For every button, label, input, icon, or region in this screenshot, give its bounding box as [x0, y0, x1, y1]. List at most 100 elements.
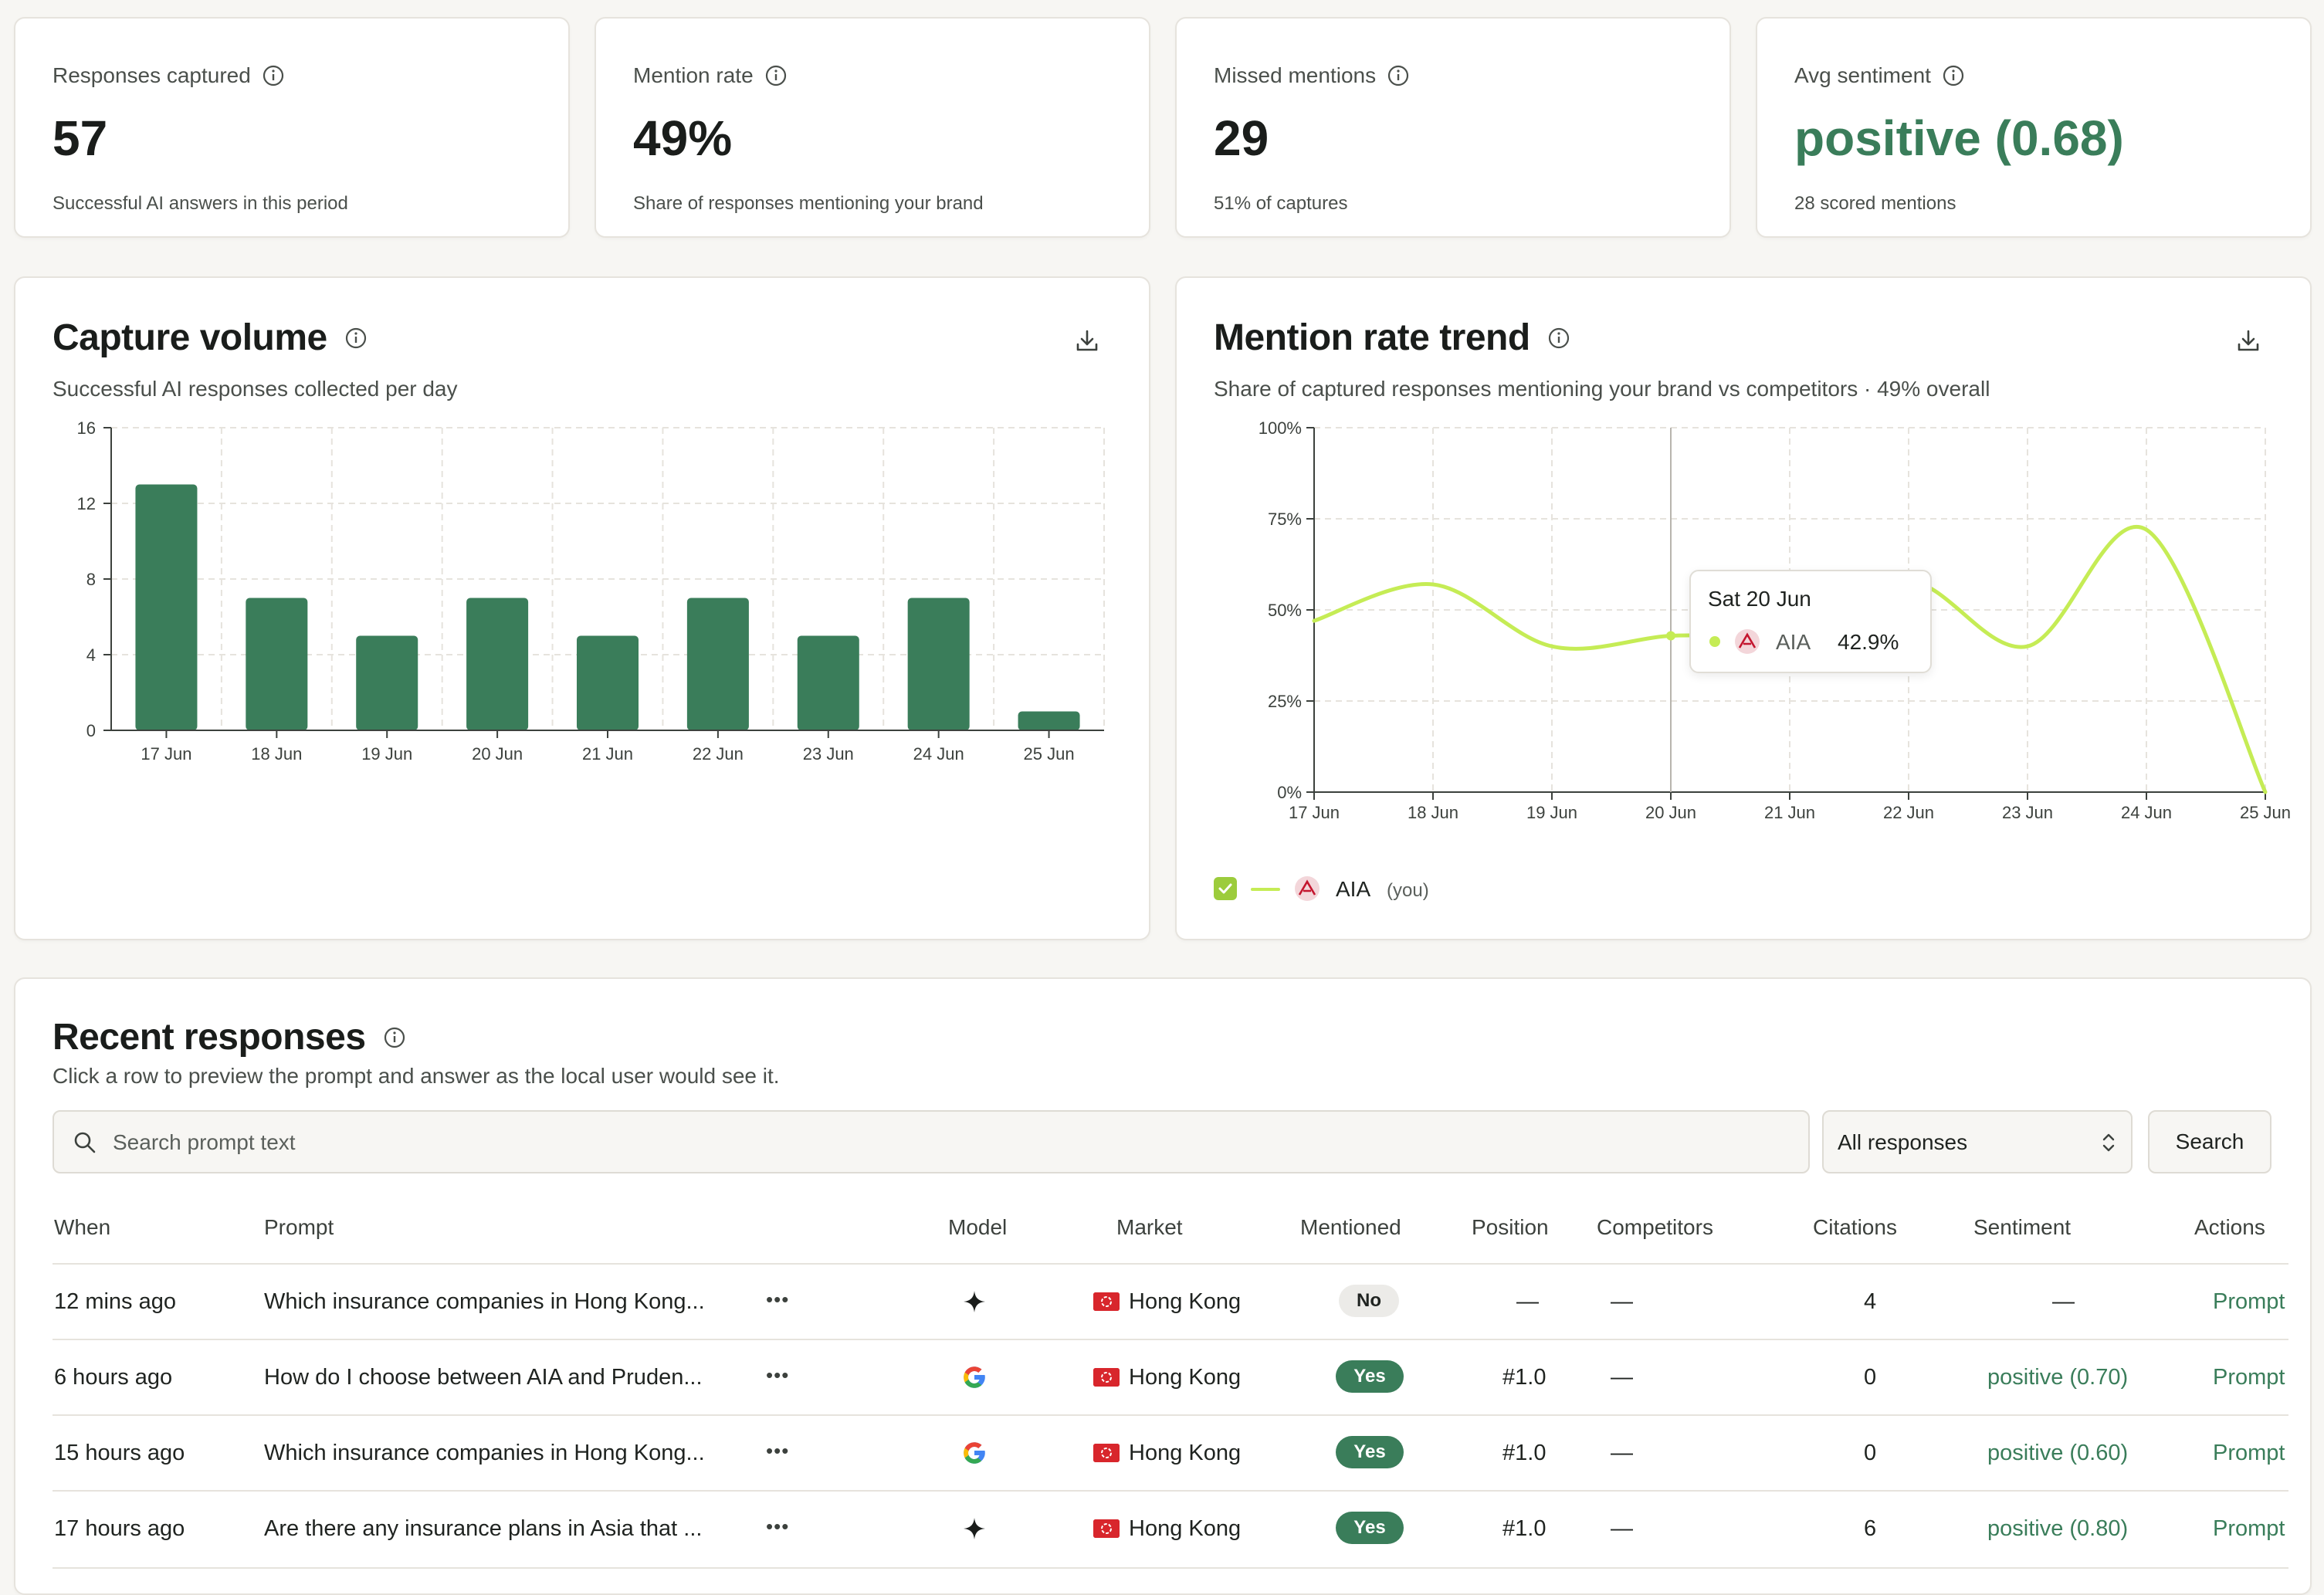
info-icon[interactable] [262, 64, 285, 87]
download-icon[interactable] [2234, 327, 2262, 355]
chevron-updown-icon [2102, 1133, 2115, 1152]
download-icon[interactable] [1073, 327, 1101, 355]
response-filter-select[interactable]: All responses [1822, 1110, 2133, 1173]
prompt-link[interactable]: Prompt [2213, 1289, 2285, 1314]
hong-kong-flag-icon [1093, 1292, 1120, 1311]
legend-tag: (you) [1387, 880, 1429, 901]
select-value: All responses [1838, 1130, 1968, 1154]
column-header-position[interactable]: Position [1472, 1215, 1549, 1239]
legend-line-icon [1251, 888, 1280, 891]
chart-tooltip: Sat 20 Jun AIA 42.9% [1689, 570, 1932, 673]
cell-position: #1.0 [1502, 1441, 1547, 1465]
column-header-market[interactable]: Market [1116, 1215, 1183, 1239]
bar [907, 598, 970, 730]
search-button[interactable]: Search [2148, 1110, 2271, 1173]
x-tick-label: 19 Jun [361, 744, 412, 764]
tooltip-value: 42.9% [1838, 630, 1899, 654]
cell-when: 15 hours ago [54, 1441, 185, 1465]
x-tick-label: 23 Jun [803, 744, 854, 764]
stat-value: 49% [633, 110, 733, 166]
card-subtitle: Click a row to preview the prompt and an… [53, 1064, 780, 1088]
prompt-link[interactable]: Prompt [2213, 1516, 2285, 1541]
chart-legend: AIA (you) [1214, 874, 1677, 905]
x-tick-label: 20 Jun [1645, 803, 1696, 822]
column-header-competitors[interactable]: Competitors [1597, 1215, 1713, 1239]
cell-sentiment: positive (0.60) [1987, 1441, 2129, 1465]
stat-card-sentiment: Avg sentiment positive (0.68) 28 scored … [1756, 17, 2312, 238]
cell-market: Hong Kong [1129, 1516, 1242, 1541]
info-icon[interactable] [1942, 64, 1965, 87]
mention-trend-card: Mention rate trend Share of captured res… [1175, 276, 2312, 940]
mentioned-badge: No [1339, 1285, 1399, 1317]
column-header-citations[interactable]: Citations [1813, 1215, 1897, 1239]
x-tick-label: 23 Jun [2002, 803, 2053, 822]
search-icon [74, 1132, 96, 1153]
x-tick-label: 24 Jun [2121, 803, 2172, 822]
stat-value: 29 [1214, 110, 1269, 166]
y-tick-label: 12 [77, 494, 96, 513]
column-header-model[interactable]: Model [948, 1215, 1008, 1239]
table-row[interactable]: 17 hours ago Are there any insurance pla… [53, 1490, 2288, 1569]
y-tick-label: 75% [1268, 510, 1302, 529]
hover-point [1666, 631, 1675, 641]
y-tick-label: 4 [86, 645, 96, 665]
info-icon[interactable] [344, 327, 368, 350]
cell-citations: 6 [1864, 1516, 1877, 1541]
check-icon [1218, 883, 1232, 894]
table-row[interactable]: 15 hours ago Which insurance companies i… [53, 1414, 2288, 1492]
aia-logo-icon [1735, 629, 1760, 654]
y-tick-label: 8 [86, 570, 96, 589]
bar [797, 635, 859, 730]
prompt-link[interactable]: Prompt [2213, 1365, 2285, 1390]
column-header-when[interactable]: When [54, 1215, 111, 1239]
cell-competitors: — [1611, 1516, 1633, 1541]
x-tick-label: 21 Jun [1764, 803, 1815, 822]
column-header-mentioned[interactable]: Mentioned [1300, 1215, 1401, 1239]
table-row[interactable]: 6 hours ago How do I choose between AIA … [53, 1339, 2288, 1416]
tooltip-dot-icon [1709, 636, 1720, 647]
info-icon[interactable] [383, 1026, 406, 1049]
bar [135, 484, 198, 730]
column-header-prompt[interactable]: Prompt [264, 1215, 334, 1239]
cell-when: 17 hours ago [54, 1516, 185, 1541]
cell-position: #1.0 [1502, 1516, 1547, 1541]
y-tick-label: 100% [1259, 418, 1302, 438]
cell-sentiment: positive (0.70) [1987, 1365, 2129, 1390]
column-header-sentiment[interactable]: Sentiment [1973, 1215, 2072, 1239]
card-subtitle: Share of captured responses mentioning y… [1214, 377, 1990, 401]
table-row[interactable]: 12 mins ago Which insurance companies in… [53, 1263, 2288, 1340]
x-tick-label: 17 Jun [141, 744, 191, 764]
y-tick-label: 16 [77, 418, 96, 438]
cell-prompt: How do I choose between AIA and Pruden..… [264, 1365, 703, 1390]
x-tick-label: 24 Jun [913, 744, 964, 764]
gemini-sparkle-icon [964, 1518, 985, 1539]
more-options-icon[interactable]: ••• [766, 1515, 790, 1538]
hong-kong-flag-icon [1093, 1368, 1120, 1387]
prompt-link[interactable]: Prompt [2213, 1441, 2285, 1465]
cell-competitors: — [1611, 1365, 1633, 1390]
info-icon[interactable] [764, 64, 788, 87]
x-tick-label: 18 Jun [1408, 803, 1458, 822]
cell-position: — [1516, 1289, 1539, 1314]
cell-competitors: — [1611, 1289, 1633, 1314]
stat-sub: 28 scored mentions [1794, 193, 1956, 214]
bar [356, 635, 418, 730]
capture-volume-chart: 0 4 8 12 16 17 Jun 18 Jun 19 Jun 20 Jun 21 Jun 22 … [77, 418, 1105, 764]
more-options-icon[interactable]: ••• [766, 1288, 790, 1311]
stat-value: 57 [53, 110, 108, 166]
y-tick-label: 50% [1268, 601, 1302, 620]
search-input[interactable] [111, 1112, 1797, 1173]
bar [246, 598, 308, 730]
more-options-icon[interactable]: ••• [766, 1439, 790, 1462]
tooltip-date: Sat 20 Jun [1708, 587, 1811, 611]
mention-trend-chart: 0% 25% 50% 75% 100% 17 Jun 18 Jun 19 Jun 20 Jun 2… [1259, 418, 2291, 822]
legend-checkbox[interactable] [1214, 877, 1237, 900]
y-tick-label: 0 [86, 721, 96, 740]
column-header-actions[interactable]: Actions [2194, 1215, 2265, 1239]
more-options-icon[interactable]: ••• [766, 1363, 790, 1387]
info-icon[interactable] [1547, 327, 1570, 350]
info-icon[interactable] [1387, 64, 1410, 87]
x-tick-label: 25 Jun [2240, 803, 2291, 822]
bar [576, 635, 639, 730]
cell-market: Hong Kong [1129, 1365, 1242, 1390]
